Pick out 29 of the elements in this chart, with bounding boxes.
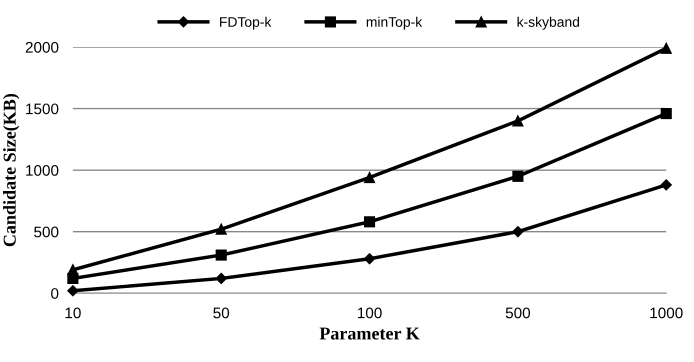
- x-tick-label: 1000: [650, 308, 683, 318]
- point: [216, 250, 227, 261]
- point: [660, 42, 672, 54]
- y-tick-label: 0: [51, 288, 58, 299]
- point: [364, 253, 376, 264]
- point: [364, 216, 376, 228]
- y-tick-label: 1500: [26, 103, 58, 114]
- x-tick-label: 100: [358, 308, 382, 318]
- x-tick-label: 50: [213, 308, 230, 318]
- point: [660, 179, 672, 191]
- point: [216, 224, 227, 235]
- y-axis-title: Candidate Size(KB): [3, 94, 20, 246]
- point: [512, 170, 524, 182]
- y-tick-label: 1000: [26, 165, 58, 176]
- point: [512, 115, 524, 126]
- y-tick-label: 2000: [26, 42, 58, 53]
- y-tick-label: 500: [34, 226, 58, 238]
- point: [67, 264, 78, 276]
- x-tick-label: 500: [506, 308, 530, 318]
- x-axis-title: Parameter K: [320, 328, 420, 340]
- legend-label: minTop-k: [366, 16, 422, 30]
- point: [364, 172, 376, 184]
- point: [67, 285, 78, 296]
- x-tick-label: 10: [66, 308, 81, 318]
- point: [660, 108, 672, 120]
- point: [512, 226, 524, 238]
- legend-label: FDTop-k: [220, 16, 272, 30]
- point: [216, 272, 227, 284]
- legend-label: k-skyband: [518, 16, 580, 30]
